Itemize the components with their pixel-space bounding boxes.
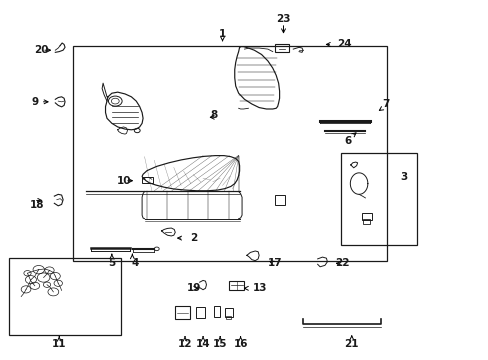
Text: 14: 14 [195,339,210,349]
Bar [175,306,189,319]
Bar [274,195,285,205]
Bar [214,306,220,317]
Bar [340,153,416,244]
Text: 12: 12 [178,339,192,349]
Text: 3: 3 [399,172,406,182]
Text: 24: 24 [336,40,351,49]
Text: 11: 11 [52,339,66,349]
Text: 16: 16 [233,339,247,349]
Text: 5: 5 [108,258,115,268]
Bar [363,220,369,225]
Text: 13: 13 [253,283,267,293]
Bar [226,316,231,319]
Text: 20: 20 [34,45,48,55]
Text: 9: 9 [32,97,39,107]
Text: 1: 1 [219,29,226,39]
Bar [224,308,232,317]
Bar [73,45,386,261]
Text: 2: 2 [189,233,197,243]
Text: 4: 4 [131,258,138,268]
Bar [9,258,121,335]
Text: 23: 23 [276,14,290,24]
Text: 8: 8 [210,110,217,120]
Text: 6: 6 [344,136,351,145]
Text: 15: 15 [212,339,227,349]
Text: 7: 7 [382,99,389,109]
Text: 19: 19 [186,283,201,293]
Bar [361,213,371,220]
Text: 18: 18 [30,200,44,210]
Text: 21: 21 [344,339,358,349]
Bar [274,44,289,51]
Text: 22: 22 [334,258,349,268]
Bar [228,281,244,290]
Bar [142,177,153,183]
Text: 17: 17 [267,258,282,268]
Bar [195,307,205,318]
Text: 10: 10 [117,176,131,186]
